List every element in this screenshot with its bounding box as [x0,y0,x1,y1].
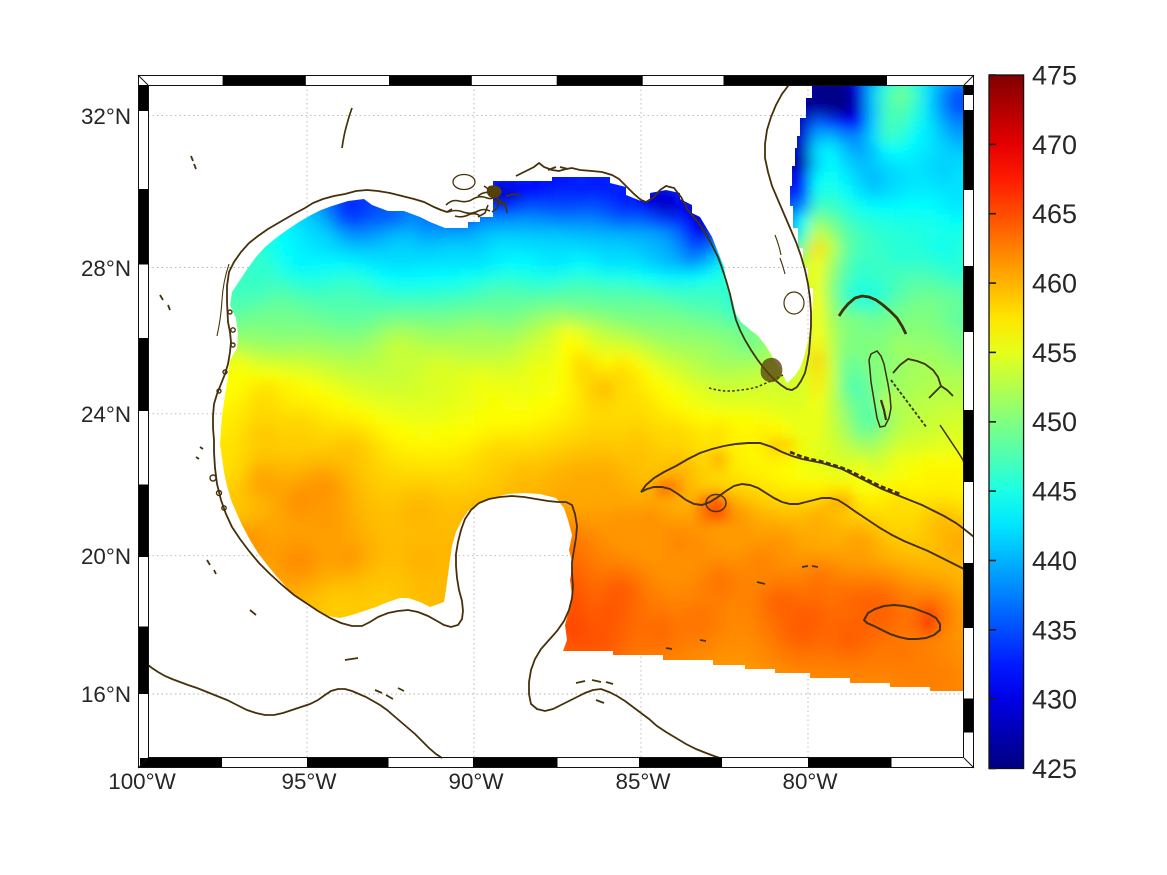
svg-text:470: 470 [1032,130,1077,160]
svg-text:16°N: 16°N [81,682,131,707]
svg-text:450: 450 [1032,407,1077,437]
svg-text:24°N: 24°N [81,402,131,427]
svg-text:32°N: 32°N [81,104,131,129]
svg-text:80°W: 80°W [783,769,839,794]
svg-text:95°W: 95°W [282,769,338,794]
svg-text:460: 460 [1032,269,1077,299]
svg-text:28°N: 28°N [81,256,131,281]
svg-text:100°W: 100°W [108,769,176,794]
svg-text:465: 465 [1032,199,1077,229]
svg-text:475: 475 [1032,61,1077,91]
svg-text:435: 435 [1032,615,1077,645]
svg-text:440: 440 [1032,546,1077,576]
svg-text:85°W: 85°W [616,769,672,794]
svg-text:90°W: 90°W [449,769,505,794]
svg-text:430: 430 [1032,685,1077,715]
svg-text:20°N: 20°N [81,544,131,569]
svg-text:445: 445 [1032,477,1077,507]
svg-text:425: 425 [1032,754,1077,784]
svg-text:455: 455 [1032,338,1077,368]
